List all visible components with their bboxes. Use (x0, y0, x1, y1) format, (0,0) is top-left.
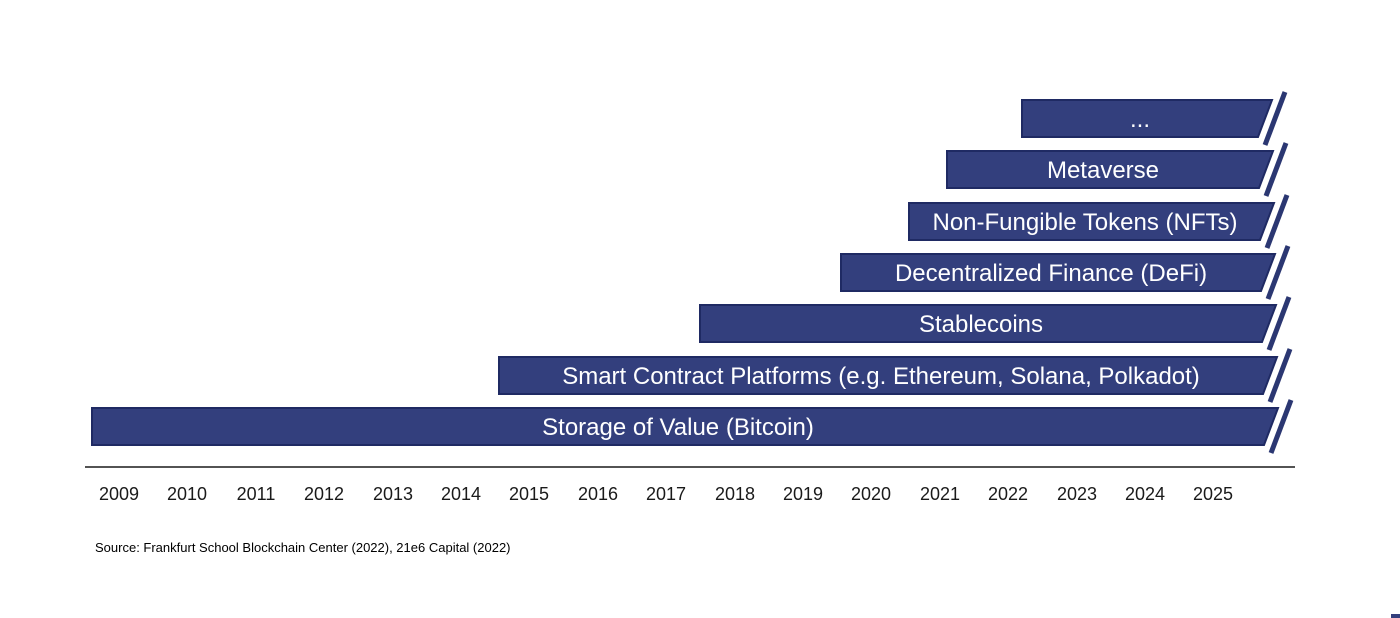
axis-break-icon (1262, 91, 1288, 146)
axis-tick-label: 2015 (509, 484, 549, 504)
axis-tick-label: 2023 (1057, 484, 1097, 504)
bottom-right-mark (1391, 614, 1400, 618)
timeline-bar (91, 407, 1280, 446)
axis-break-icon (1267, 348, 1293, 403)
timeline-bar-label: Stablecoins (919, 311, 1043, 338)
axis-tick-label: 2020 (851, 484, 891, 504)
timeline-bar-label: Storage of Value (Bitcoin) (542, 414, 814, 441)
axis-tick-label: 2011 (237, 484, 276, 504)
axis-tick-label: 2025 (1193, 484, 1233, 504)
timeline-bar (1021, 99, 1274, 138)
timeline-bar (946, 150, 1275, 189)
timeline-bar-label: Smart Contract Platforms (e.g. Ethereum,… (562, 363, 1200, 390)
axis-tick-label: 2009 (99, 484, 139, 504)
axis-tick-label: 2021 (920, 484, 960, 504)
axis-tick-label: 2019 (783, 484, 823, 504)
axis-break-icon (1265, 245, 1291, 300)
axis-tick-label: 2024 (1125, 484, 1165, 504)
timeline-bar (699, 304, 1278, 343)
axis-break-icon (1266, 296, 1292, 351)
axis-tick-label: 2018 (715, 484, 755, 504)
source-note: Source: Frankfurt School Blockchain Cent… (95, 540, 511, 555)
timeline-bar (840, 253, 1277, 292)
axis-tick-label: 2013 (373, 484, 413, 504)
timeline-bar-label: Decentralized Finance (DeFi) (895, 260, 1207, 287)
axis-break-icon (1264, 194, 1290, 249)
axis-break-icon (1268, 399, 1294, 454)
timeline-bar-label: ... (1130, 106, 1150, 133)
axis-break-icon (1263, 142, 1289, 197)
axis-tick-label: 2014 (441, 484, 481, 504)
timeline-bar (498, 356, 1279, 395)
axis-tick-label: 2010 (167, 484, 207, 504)
axis-tick-label: 2016 (578, 484, 618, 504)
timeline-bar-label: Metaverse (1047, 157, 1159, 184)
timeline-bar-label: Non-Fungible Tokens (NFTs) (932, 209, 1237, 236)
axis-tick-label: 2012 (304, 484, 344, 504)
axis-tick-label: 2022 (988, 484, 1028, 504)
axis-tick-label: 2017 (646, 484, 686, 504)
timeline-bar (908, 202, 1276, 241)
